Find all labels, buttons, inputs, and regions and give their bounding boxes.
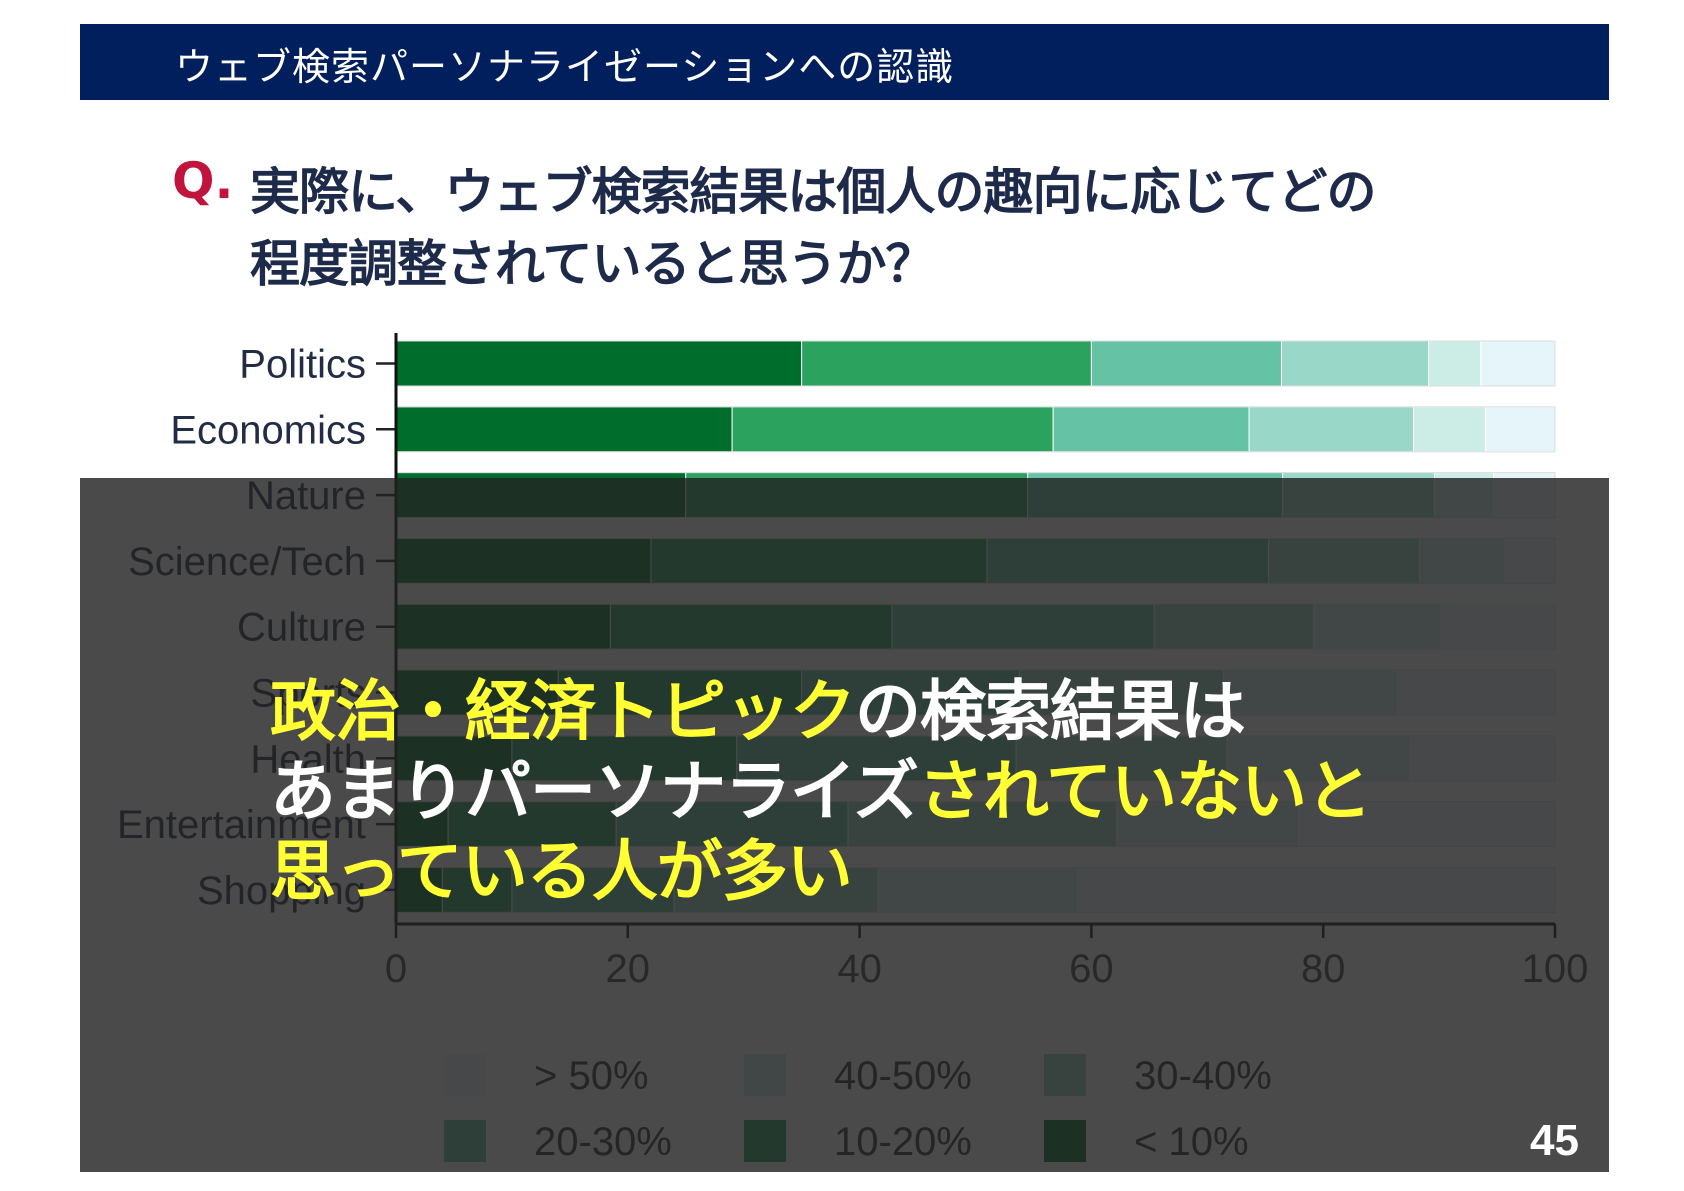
callout-line-1: 政治・経済トピックの検索結果は — [270, 672, 1371, 752]
question-text-line-1: 実際に、ウェブ検索結果は個人の趣向に応じてどの — [250, 163, 1376, 221]
bar-segment — [1413, 406, 1486, 453]
bar-segment — [1480, 340, 1556, 387]
bar-segment — [395, 340, 803, 387]
bar-segment — [1428, 340, 1482, 387]
bar-segment — [731, 406, 1054, 453]
slide-header: ウェブ検索パーソナライゼーションへの認識 — [80, 24, 1609, 100]
bar-segment — [1052, 406, 1250, 453]
callout-message: 政治・経済トピックの検索結果は あまりパーソナライズされていないと 思っている人… — [270, 672, 1372, 912]
bar-segment — [1248, 406, 1415, 453]
dim-overlay — [80, 478, 1609, 1172]
bar-segment — [1484, 406, 1556, 453]
callout-segment: 思っている人が多い — [270, 833, 853, 910]
question-text-line-2: 程度調整されていると思うか？ — [250, 235, 935, 293]
callout-segment: 政治・経済トピック — [270, 673, 856, 750]
bar-segment — [1090, 340, 1282, 387]
page-number: 45 — [1530, 1116, 1579, 1165]
callout-segment: の検索結果は — [855, 673, 1246, 750]
callout-line-3: 思っている人が多い — [270, 832, 1371, 912]
bar-segment — [801, 340, 1092, 387]
callout-line-2: あまりパーソナライズされていないと — [270, 752, 1372, 832]
bar-segment — [395, 406, 733, 453]
slide-title: ウェブ検索パーソナライゼーションへの認識 — [175, 45, 955, 89]
callout-segment: あまりパーソナライズ — [270, 753, 919, 830]
y-tick-label: Politics — [239, 343, 366, 387]
bar-segment — [1280, 340, 1430, 387]
y-tick-label: Economics — [170, 408, 366, 452]
question-mark: Q. — [172, 152, 234, 210]
callout-segment: されていないと — [918, 753, 1372, 830]
